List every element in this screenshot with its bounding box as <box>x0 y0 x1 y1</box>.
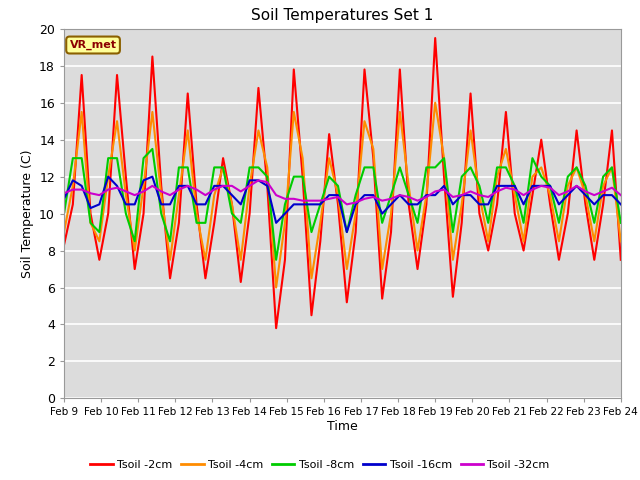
Tsoil -2cm <box>422 202 430 207</box>
Tsoil -4cm <box>131 248 138 253</box>
Tsoil -8cm <box>308 229 316 235</box>
Tsoil -8cm <box>440 155 448 161</box>
Tsoil -2cm <box>343 300 351 305</box>
Tsoil -8cm <box>617 220 625 226</box>
Line: Tsoil -8cm: Tsoil -8cm <box>64 149 621 260</box>
Tsoil -2cm <box>378 296 386 301</box>
Tsoil -8cm <box>60 211 68 216</box>
Tsoil -32cm <box>617 192 625 198</box>
Tsoil -2cm <box>299 174 307 180</box>
Tsoil -32cm <box>60 191 68 196</box>
Line: Tsoil -2cm: Tsoil -2cm <box>64 38 621 328</box>
Tsoil -16cm <box>387 202 395 207</box>
X-axis label: Time: Time <box>327 420 358 433</box>
Tsoil -8cm <box>131 239 138 244</box>
Tsoil -4cm <box>617 239 625 244</box>
Tsoil -32cm <box>131 192 138 198</box>
Tsoil -16cm <box>104 174 112 180</box>
Tsoil -8cm <box>352 192 360 198</box>
Tsoil -2cm <box>431 35 439 41</box>
Tsoil -32cm <box>352 200 360 205</box>
Tsoil -16cm <box>440 183 448 189</box>
Tsoil -8cm <box>387 192 395 198</box>
Tsoil -2cm <box>272 325 280 331</box>
Tsoil -4cm <box>422 192 430 198</box>
Tsoil -32cm <box>299 198 307 204</box>
Tsoil -4cm <box>378 266 386 272</box>
Tsoil -32cm <box>431 189 439 194</box>
Tsoil -2cm <box>131 266 138 272</box>
Tsoil -16cm <box>617 202 625 207</box>
Line: Tsoil -4cm: Tsoil -4cm <box>64 103 621 288</box>
Tsoil -2cm <box>440 174 448 180</box>
Title: Soil Temperatures Set 1: Soil Temperatures Set 1 <box>252 9 433 24</box>
Tsoil -4cm <box>272 285 280 290</box>
Tsoil -4cm <box>431 100 439 106</box>
Tsoil -32cm <box>387 196 395 202</box>
Tsoil -16cm <box>352 202 360 207</box>
Tsoil -32cm <box>343 202 351 207</box>
Legend: Tsoil -2cm, Tsoil -4cm, Tsoil -8cm, Tsoil -16cm, Tsoil -32cm: Tsoil -2cm, Tsoil -4cm, Tsoil -8cm, Tsoi… <box>86 456 554 474</box>
Tsoil -4cm <box>60 229 68 235</box>
Tsoil -2cm <box>617 257 625 263</box>
Tsoil -16cm <box>343 229 351 235</box>
Text: VR_met: VR_met <box>70 40 116 50</box>
Tsoil -32cm <box>255 178 262 183</box>
Tsoil -16cm <box>140 178 147 183</box>
Line: Tsoil -16cm: Tsoil -16cm <box>64 177 621 232</box>
Line: Tsoil -32cm: Tsoil -32cm <box>64 180 621 204</box>
Tsoil -4cm <box>440 155 448 161</box>
Tsoil -16cm <box>299 202 307 207</box>
Tsoil -4cm <box>299 155 307 161</box>
Tsoil -8cm <box>148 146 156 152</box>
Tsoil -2cm <box>60 242 68 248</box>
Tsoil -8cm <box>431 165 439 170</box>
Y-axis label: Soil Temperature (C): Soil Temperature (C) <box>20 149 33 278</box>
Tsoil -8cm <box>272 257 280 263</box>
Tsoil -4cm <box>343 266 351 272</box>
Tsoil -32cm <box>440 187 448 192</box>
Tsoil -16cm <box>60 196 68 202</box>
Tsoil -16cm <box>431 192 439 198</box>
